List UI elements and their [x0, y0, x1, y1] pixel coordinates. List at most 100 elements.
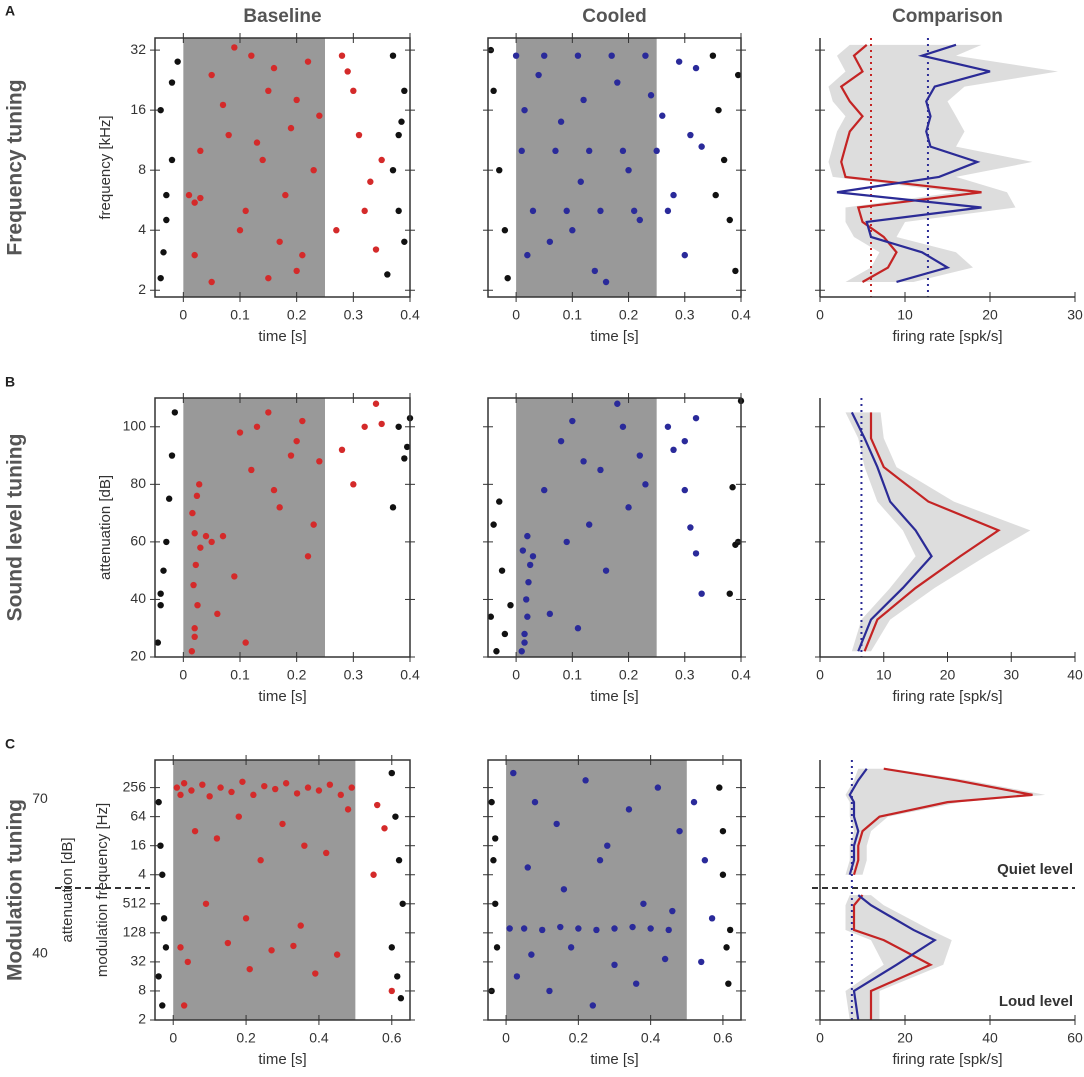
- spike: [202, 900, 210, 907]
- spike: [214, 610, 221, 618]
- x-tick-label: 0.4: [641, 1030, 661, 1046]
- spike: [488, 798, 495, 806]
- spike: [191, 251, 198, 259]
- spike: [206, 793, 213, 800]
- spike: [552, 147, 559, 155]
- spike: [498, 567, 506, 574]
- x-tick-label: 0.1: [230, 307, 250, 323]
- spike: [487, 613, 495, 620]
- spike: [636, 452, 643, 459]
- spike: [604, 842, 611, 849]
- spike: [197, 544, 204, 551]
- spike: [647, 925, 654, 932]
- spike: [159, 1002, 166, 1009]
- spike: [701, 857, 709, 864]
- spike: [180, 1002, 188, 1009]
- outer-tick-label: 70: [32, 790, 48, 806]
- spike: [219, 532, 227, 540]
- spike: [154, 639, 162, 646]
- x-tick-label: 0.3: [344, 307, 364, 323]
- spike: [512, 52, 520, 59]
- column-title: Baseline: [243, 6, 321, 27]
- stimulus-period: [183, 38, 325, 297]
- spike: [310, 166, 317, 174]
- spike: [165, 495, 173, 502]
- spike: [501, 630, 509, 638]
- spike: [523, 596, 530, 603]
- x-axis-label: time [s]: [258, 1051, 306, 1068]
- spike: [157, 274, 164, 282]
- x-tick-label: 30: [1003, 667, 1019, 683]
- x-axis-label: time [s]: [590, 688, 638, 705]
- spike: [253, 139, 261, 146]
- spike: [208, 538, 215, 546]
- x-tick-label: 40: [982, 1030, 998, 1046]
- spike: [350, 87, 357, 95]
- y-tick-label: 100: [123, 417, 147, 433]
- spike: [208, 278, 215, 286]
- row-label: Sound level tuning: [4, 434, 27, 622]
- spike: [299, 251, 306, 259]
- spike: [326, 781, 334, 788]
- spike: [602, 567, 610, 574]
- x-axis-label: firing rate [spk/s]: [892, 688, 1002, 705]
- spike: [676, 827, 683, 835]
- spike: [197, 194, 204, 202]
- spike: [492, 900, 499, 907]
- y-axis-label: frequency [kHz]: [97, 115, 114, 219]
- spike: [692, 550, 700, 557]
- x-axis-label: firing rate [spk/s]: [892, 1051, 1002, 1068]
- spike: [541, 486, 548, 494]
- spike: [593, 926, 600, 934]
- y-tick-label: 40: [130, 590, 146, 606]
- column-title: Comparison: [892, 6, 1003, 27]
- spike: [490, 87, 497, 95]
- spike: [690, 798, 698, 806]
- x-tick-label: 10: [897, 307, 913, 323]
- spike: [242, 207, 249, 215]
- spike: [163, 216, 170, 224]
- stimulus-period: [183, 398, 325, 657]
- spike: [518, 147, 525, 155]
- spike: [177, 944, 184, 951]
- spike: [732, 267, 739, 275]
- y-tick-label: 32: [130, 41, 146, 57]
- spike: [246, 965, 253, 973]
- spike: [560, 886, 568, 893]
- axes-frame: [487, 37, 742, 298]
- spike: [490, 521, 497, 528]
- spike: [157, 106, 164, 114]
- spike: [372, 246, 380, 253]
- x-tick-label: 10: [876, 667, 892, 683]
- spike: [709, 52, 717, 59]
- spike: [184, 958, 191, 966]
- spike: [591, 267, 599, 275]
- spike: [297, 922, 304, 929]
- spike: [611, 925, 618, 932]
- spike: [157, 602, 164, 609]
- x-tick-label: 0.3: [675, 307, 695, 323]
- spike: [669, 907, 676, 915]
- spike: [608, 52, 615, 59]
- spike: [395, 207, 402, 215]
- spike: [348, 784, 355, 791]
- spike: [507, 602, 514, 609]
- x-tick-label: 0.1: [563, 307, 583, 323]
- spike: [282, 191, 289, 199]
- spike: [248, 466, 255, 474]
- spike: [403, 443, 411, 451]
- x-tick-label: 0.4: [400, 307, 420, 323]
- x-axis-label: time [s]: [590, 328, 638, 345]
- spike: [304, 58, 312, 65]
- x-tick-label: 0: [816, 307, 824, 323]
- spike: [490, 857, 497, 864]
- y-axis-label: attenuation [dB]: [97, 475, 114, 580]
- spike: [370, 871, 377, 878]
- annotation: Quiet level: [997, 861, 1073, 878]
- x-tick-label: 0.4: [731, 307, 751, 323]
- spike: [323, 849, 330, 857]
- spike: [665, 926, 672, 934]
- spike: [333, 227, 340, 234]
- spike: [159, 871, 166, 878]
- spike: [597, 466, 604, 474]
